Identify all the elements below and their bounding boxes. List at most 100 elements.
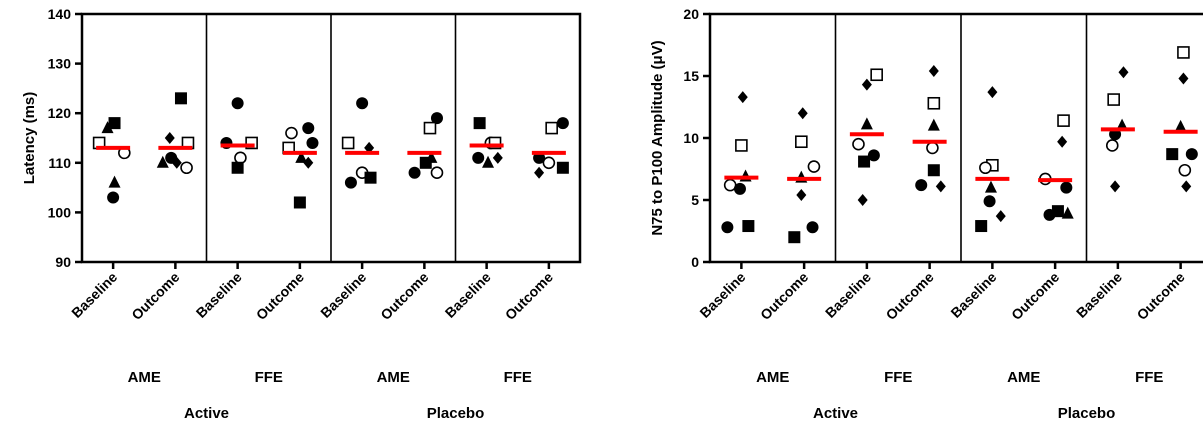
data-point <box>979 161 992 175</box>
data-point <box>302 122 315 135</box>
subgroup-label: AME <box>377 369 410 386</box>
data-point <box>295 150 308 163</box>
data-point <box>234 151 247 165</box>
data-point <box>1060 181 1073 194</box>
subgroup-label: FFE <box>884 369 912 386</box>
data-point <box>1105 139 1119 152</box>
data-point <box>1110 180 1121 193</box>
data-point <box>108 175 121 188</box>
x-tick-label: Baseline <box>193 269 245 321</box>
data-point <box>857 194 868 206</box>
data-point <box>356 97 369 110</box>
data-point <box>1061 206 1074 219</box>
data-point <box>430 166 444 180</box>
data-point <box>795 135 808 149</box>
data-point <box>870 68 883 82</box>
y-tick-label: 130 <box>48 56 72 72</box>
x-tick-label: Outcome <box>377 269 431 323</box>
chart-panel-2: 0 5 10 15 20 N75 to P100 Amplitude (μV) Baseli… <box>649 6 1203 422</box>
y-tick-label: 100 <box>48 204 72 220</box>
data-point <box>852 137 865 151</box>
y-tick-label: 5 <box>691 192 699 208</box>
group-label: Placebo <box>427 405 485 422</box>
data-point <box>796 189 807 202</box>
data-point <box>425 150 438 163</box>
subgroup-label: AME <box>128 369 161 386</box>
data-point <box>231 97 244 110</box>
data-point <box>1181 180 1192 193</box>
data-point <box>1057 135 1068 148</box>
x-tick-label: Baseline <box>947 269 999 321</box>
data-point <box>984 180 997 193</box>
data-point <box>306 136 319 149</box>
group-label: Placebo <box>1058 405 1116 422</box>
data-point <box>545 121 558 135</box>
data-point <box>108 117 121 130</box>
y-tick-label: 15 <box>683 68 699 84</box>
data-point <box>556 117 569 130</box>
subgroup-label: FFE <box>255 369 283 386</box>
data-point <box>742 220 755 233</box>
y-tick-label: 120 <box>48 105 72 121</box>
data-point <box>364 171 377 184</box>
y-tick-label: 140 <box>48 6 72 22</box>
data-point <box>987 86 998 99</box>
data-point <box>303 156 314 169</box>
data-point <box>915 179 928 192</box>
x-tick-label: Baseline <box>822 269 874 321</box>
data-point <box>867 149 880 162</box>
data-point <box>344 176 357 189</box>
data-point <box>927 164 940 177</box>
data-point <box>1118 66 1129 79</box>
x-tick-label: Outcome <box>883 269 937 323</box>
x-tick-label: Baseline <box>696 269 748 321</box>
y-tick-label: 10 <box>683 130 699 146</box>
x-tick-label: Outcome <box>1134 269 1188 323</box>
x-tick-label: Outcome <box>757 269 811 323</box>
data-point <box>861 78 872 91</box>
y-tick-label: 0 <box>691 254 699 270</box>
data-point <box>293 196 306 209</box>
data-point <box>101 121 114 134</box>
data-point <box>180 161 193 175</box>
data-point <box>472 151 485 164</box>
x-tick-label: Outcome <box>502 269 556 323</box>
data-point <box>285 126 298 140</box>
data-point <box>1166 148 1179 161</box>
y-tick-label: 20 <box>683 6 699 22</box>
data-point <box>1174 119 1187 132</box>
x-tick-label: Outcome <box>1008 269 1062 323</box>
data-point <box>1177 46 1190 59</box>
data-point <box>107 191 120 204</box>
x-tick-label: Baseline <box>1073 269 1125 321</box>
data-point <box>473 117 486 130</box>
data-point <box>927 118 940 131</box>
data-point <box>927 96 941 110</box>
data-point <box>926 141 939 155</box>
data-point <box>534 166 545 179</box>
data-point <box>1178 72 1189 85</box>
data-point <box>423 121 437 135</box>
data-point <box>1057 114 1070 127</box>
data-point <box>164 132 175 144</box>
y-axis-label: Latency (ms) <box>21 92 38 185</box>
data-point <box>556 161 569 174</box>
data-point <box>806 221 819 234</box>
x-tick-label: Outcome <box>253 269 307 323</box>
data-point <box>735 139 748 152</box>
data-point <box>341 136 355 150</box>
data-point <box>1185 148 1198 161</box>
data-point <box>721 221 734 234</box>
data-point <box>430 112 443 125</box>
data-point <box>737 91 748 104</box>
data-point <box>245 136 258 150</box>
data-point <box>156 155 169 168</box>
data-point <box>492 151 503 164</box>
data-point <box>858 155 871 168</box>
y-tick-label: 110 <box>48 155 71 171</box>
data-point <box>975 220 988 233</box>
subgroup-label: FFE <box>1135 369 1163 386</box>
data-point <box>1178 163 1192 177</box>
group-label: Active <box>813 405 858 422</box>
